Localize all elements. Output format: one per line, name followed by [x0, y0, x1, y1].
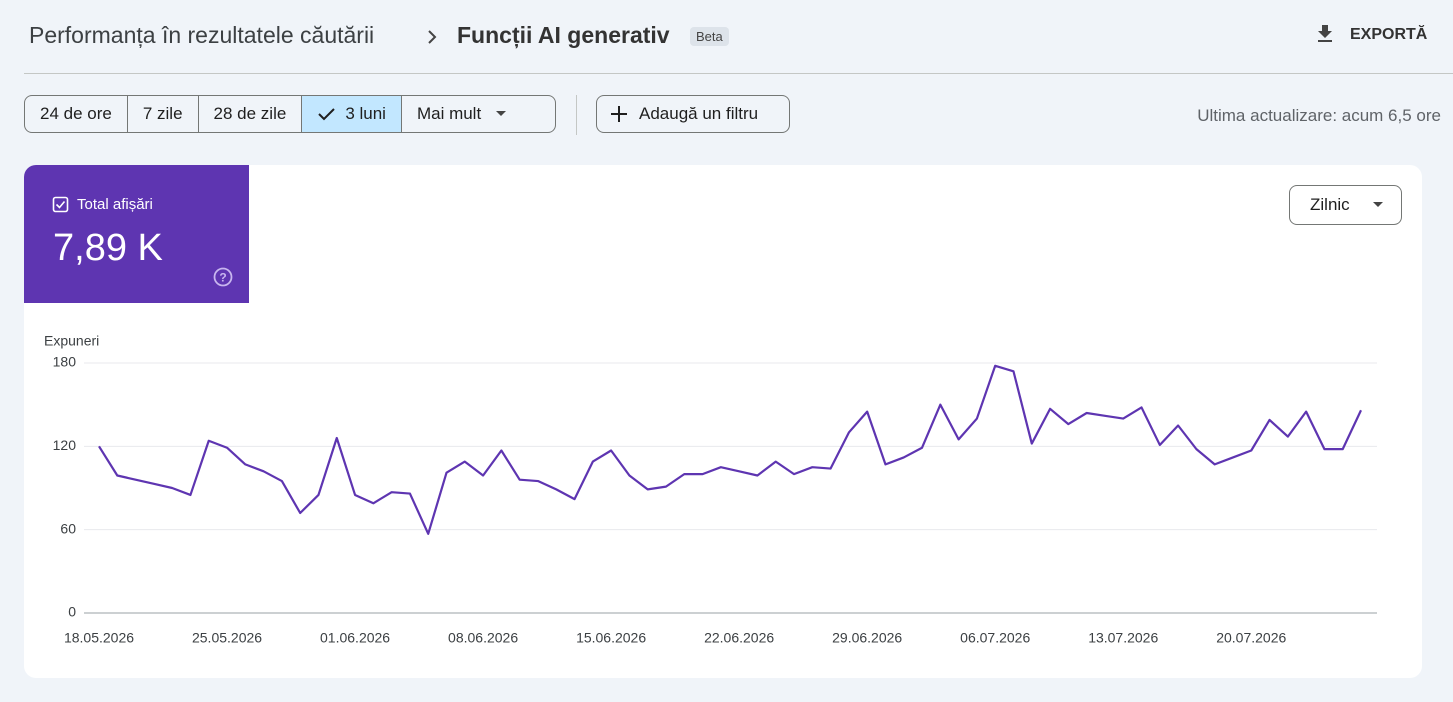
- filter-label: Adaugă un filtru: [639, 104, 759, 123]
- x-tick-label: 15.06.2026: [576, 630, 646, 646]
- metric-card[interactable]: Total afișări 7,89 K ?: [24, 165, 249, 303]
- y-tick-label: 180: [53, 354, 77, 370]
- range-button[interactable]: 24 de ore: [25, 96, 128, 132]
- chart-card: [24, 165, 1422, 678]
- check-icon: [318, 108, 336, 121]
- chevron: [428, 30, 437, 44]
- range-button[interactable]: 7 zile: [128, 96, 199, 132]
- x-tick-label: 20.07.2026: [1216, 630, 1286, 646]
- y-axis-label: Expuneri: [44, 333, 99, 349]
- breadcrumb-parent[interactable]: Performanța în rezultatele căutării: [29, 22, 375, 48]
- add-filter[interactable]: Adaugă un filtru: [596, 95, 790, 133]
- y-tick-label: 0: [68, 604, 76, 620]
- data-line: [98, 364, 1362, 535]
- x-tick-label: 25.05.2026: [192, 630, 262, 646]
- range-group: 24 de ore 7 zile 28 de zile 3 luni Mai m…: [24, 95, 556, 133]
- download-icon[interactable]: [1313, 22, 1337, 46]
- x-tick-label: 01.06.2026: [320, 630, 390, 646]
- x-tick-label: 22.06.2026: [704, 630, 774, 646]
- checkbox[interactable]: [52, 196, 70, 214]
- last-update: Ultima actualizare: acum 6,5 ore: [1197, 106, 1441, 125]
- export-button[interactable]: EXPORTĂ: [1350, 26, 1428, 43]
- page-title: Funcții AI generativ: [457, 22, 670, 48]
- divider: [24, 73, 1453, 74]
- y-tick-label: 120: [53, 437, 77, 453]
- x-tick-label: 06.07.2026: [960, 630, 1030, 646]
- granularity-label: Zilnic: [1310, 195, 1350, 214]
- x-tick-label: 08.06.2026: [448, 630, 518, 646]
- separator: [576, 95, 577, 135]
- help-icon[interactable]: ?: [212, 266, 234, 288]
- beta-badge: Beta: [690, 27, 729, 46]
- range-label: Mai mult: [416, 104, 482, 123]
- range-label: 3 luni: [345, 104, 386, 123]
- dropdown-icon: [1372, 202, 1383, 207]
- range-button-selected[interactable]: 3 luni: [302, 96, 402, 132]
- svg-text:?: ?: [219, 271, 226, 285]
- x-tick-label: 13.07.2026: [1088, 630, 1158, 646]
- dropdown-icon: [496, 111, 507, 116]
- plus-icon: [611, 106, 627, 122]
- granularity-select[interactable]: Zilnic: [1289, 185, 1402, 225]
- range-more[interactable]: Mai mult: [402, 96, 555, 132]
- y-tick-label: 60: [60, 520, 76, 536]
- metric-label: Total afișări: [77, 196, 153, 213]
- metric-value: 7,89 K: [53, 227, 163, 269]
- x-tick-label: 29.06.2026: [832, 630, 902, 646]
- range-button[interactable]: 28 de zile: [199, 96, 303, 132]
- x-tick-label: 18.05.2026: [64, 630, 134, 646]
